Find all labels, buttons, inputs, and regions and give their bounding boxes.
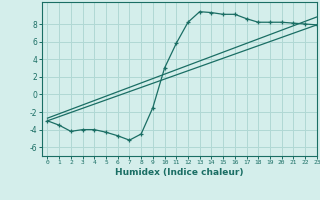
X-axis label: Humidex (Indice chaleur): Humidex (Indice chaleur) [115, 168, 244, 177]
